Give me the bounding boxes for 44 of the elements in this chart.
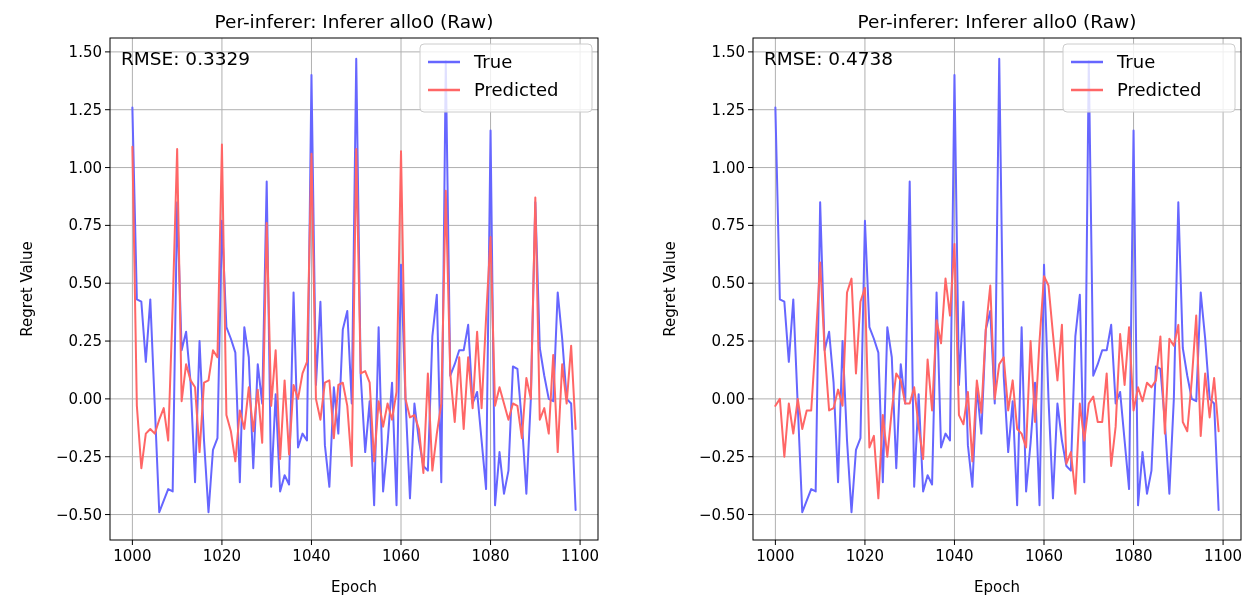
x-tick-label: 1040 [935,547,974,565]
legend-label: Predicted [1117,79,1202,100]
y-tick-label: 1.50 [711,42,745,61]
y-tick-label: 0.75 [711,216,745,235]
y-tick-label: 1.00 [68,158,102,177]
line-series [131,143,577,474]
y-tick-label: 1.25 [68,100,102,119]
y-tick-label: −0.25 [56,447,102,466]
y-tick-label: 1.50 [68,42,102,61]
y-tick-label: 0.25 [68,332,102,351]
chart-title: Per-inferer: Inferer allo0 (Raw) [857,11,1137,32]
legend-label: True [1116,51,1156,72]
legend-label: True [473,51,513,72]
x-tick-label: 1000 [113,547,152,565]
y-axis-title: Regret Value [661,241,679,337]
x-tick-label: 1100 [1204,547,1243,565]
x-tick-label: 1000 [756,547,795,565]
legend-label: Predicted [474,79,559,100]
x-tick-label: 1020 [845,547,885,565]
y-tick-label: 0.25 [711,332,745,351]
x-tick-label: 1080 [471,547,510,565]
x-tick-label: 1080 [1114,547,1153,565]
x-tick-label: 1040 [292,547,331,565]
y-axis-title: Regret Value [18,241,36,337]
x-tick-label: 1020 [202,547,242,565]
x-axis-title: Epoch [974,578,1020,596]
x-tick-label: 1060 [1024,547,1064,565]
x-tick-label: 1060 [381,547,421,565]
y-tick-label: 0.75 [68,216,102,235]
annotation: RMSE: 0.3329 [121,48,251,69]
y-tick-label: −0.25 [699,447,745,466]
y-tick-label: −0.50 [699,505,745,524]
line-series [774,242,1220,500]
y-tick-label: 1.00 [711,158,745,177]
y-tick-label: −0.50 [56,505,102,524]
y-tick-label: 0.50 [68,274,102,293]
y-tick-label: 0.50 [711,274,745,293]
annotation: RMSE: 0.4738 [764,48,894,69]
x-axis-title: Epoch [331,578,377,596]
y-tick-label: 1.25 [711,100,745,119]
y-tick-label: 0.00 [711,389,745,408]
chart-title: Per-inferer: Inferer allo0 (Raw) [214,11,494,32]
x-tick-label: 1100 [561,547,600,565]
y-tick-label: 0.00 [68,389,102,408]
